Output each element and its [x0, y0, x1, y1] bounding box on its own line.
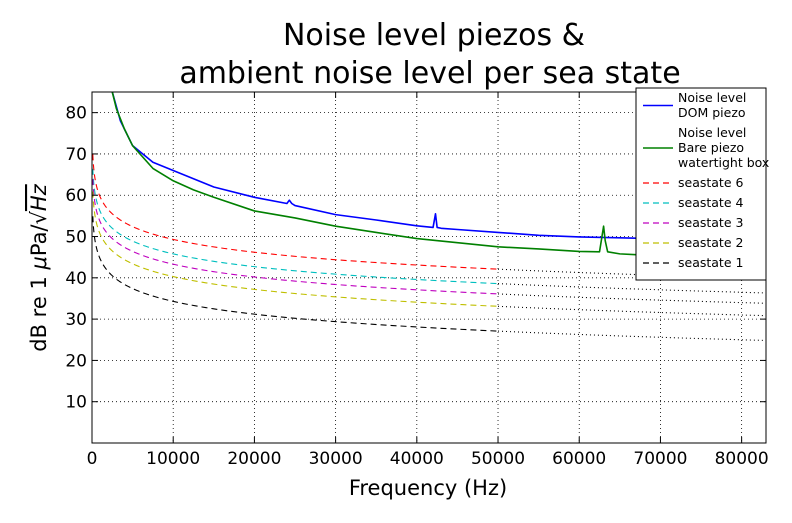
- y-tick-label: 70: [65, 145, 87, 165]
- legend-label: watertight box: [678, 155, 769, 170]
- legend-label: Noise level: [678, 90, 746, 105]
- legend-label: Noise level: [678, 125, 746, 140]
- seastate-dotted-extension-4: [497, 293, 766, 304]
- seastate-dashed-line-6: [92, 216, 499, 332]
- legend-box: [635, 87, 767, 281]
- x-tick-label: 60000: [552, 449, 606, 469]
- series-layer: [92, 92, 766, 341]
- seastate-dotted-extension-5: [497, 305, 766, 317]
- y-axis-label-main: dB re 1: [27, 270, 51, 352]
- legend-label: DOM piezo: [678, 105, 746, 120]
- y-tick-label: 60: [65, 186, 87, 206]
- chart-title-line-1: Noise level piezos &: [283, 18, 585, 53]
- legend-label: seastate 4: [678, 195, 744, 210]
- seastate-dotted-extension-6: [497, 330, 766, 341]
- y-tick-label: 40: [65, 269, 87, 289]
- series-line-0: [111, 92, 637, 239]
- x-tick-label: 40000: [390, 449, 444, 469]
- y-tick-label: 50: [65, 228, 87, 248]
- legend-label: seastate 1: [678, 255, 743, 270]
- chart-title-line-2: ambient noise level per sea state: [179, 56, 680, 91]
- x-tick-label: 10000: [146, 449, 200, 469]
- y-axis-label-mu: μ: [27, 256, 51, 270]
- y-tick-label: 80: [65, 104, 87, 124]
- x-tick-label: 70000: [633, 449, 687, 469]
- tick-layer: 0 10000 20000 30000 40000 50000 60000 70000 8000…: [65, 92, 769, 469]
- x-tick-label: 80000: [715, 449, 769, 469]
- y-tick-label: 10: [65, 393, 87, 413]
- legend-label: seastate 2: [678, 235, 743, 250]
- seastate-dotted-extension-3: [497, 283, 766, 294]
- x-tick-label: 50000: [471, 449, 525, 469]
- y-axis-label: dB re 1 μPa/√Hz: [27, 183, 51, 351]
- y-axis-label-sqrt: √: [27, 210, 51, 224]
- legend-label: Bare piezo: [678, 140, 744, 155]
- series-line-1: [111, 92, 637, 256]
- legend-label: seastate 3: [678, 215, 743, 230]
- x-tick-label: 0: [87, 449, 98, 469]
- legend-label: seastate 6: [678, 175, 744, 190]
- y-tick-label: 30: [65, 310, 87, 330]
- y-axis-label-hz: Hz: [27, 183, 51, 211]
- y-axis-label-unit: Pa/: [27, 224, 51, 257]
- x-tick-label: 30000: [309, 449, 363, 469]
- seastate-dashed-line-3: [92, 168, 499, 285]
- seastate-dashed-line-5: [92, 191, 499, 307]
- svg-text:dB re 1 μPa/√Hz: dB re 1 μPa/√Hz: [27, 183, 51, 351]
- x-axis-label: Frequency (Hz): [349, 476, 507, 500]
- seastate-dashed-line-2: [92, 154, 499, 270]
- seastate-dashed-line-4: [92, 179, 499, 295]
- y-tick-label: 20: [65, 351, 87, 371]
- x-tick-label: 20000: [227, 449, 281, 469]
- grid-layer: [92, 92, 766, 443]
